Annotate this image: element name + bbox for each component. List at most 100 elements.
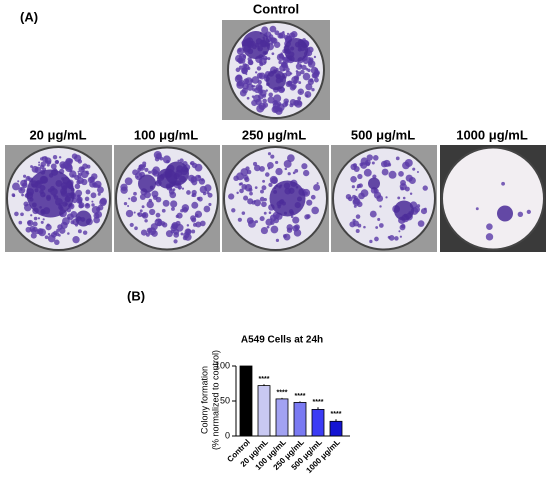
- colony: [191, 162, 198, 169]
- colony: [475, 207, 479, 211]
- colony: [302, 72, 311, 81]
- colony: [41, 156, 45, 159]
- colony: [296, 71, 302, 77]
- colony: [379, 205, 382, 208]
- colony: [398, 171, 404, 177]
- colony: [231, 208, 236, 213]
- colony: [120, 186, 128, 194]
- colony: [284, 167, 288, 171]
- colony: [402, 161, 410, 170]
- colony: [249, 191, 253, 196]
- colony: [208, 202, 212, 207]
- colony: [30, 228, 36, 234]
- colony: [363, 225, 366, 229]
- colony: [93, 216, 100, 224]
- colony: [133, 211, 136, 214]
- colony: [235, 54, 243, 63]
- colony: [134, 226, 138, 231]
- colony: [250, 79, 254, 83]
- colony: [91, 203, 95, 207]
- colony: [351, 185, 355, 189]
- colony: [124, 177, 133, 186]
- colony: [80, 166, 85, 171]
- colony: [160, 221, 166, 226]
- colony: [251, 76, 260, 84]
- colony: [182, 235, 188, 241]
- colony: [144, 191, 151, 199]
- colony: [273, 217, 280, 224]
- bar: [275, 398, 289, 437]
- colony: [17, 180, 20, 183]
- colony: [139, 209, 143, 213]
- colony: [75, 210, 92, 227]
- colony: [30, 232, 37, 239]
- colony: [284, 38, 308, 62]
- colony: [72, 236, 80, 244]
- colony: [260, 226, 269, 235]
- colony: [129, 222, 134, 228]
- colony: [246, 96, 250, 100]
- colony: [155, 219, 158, 222]
- bar: [311, 408, 325, 437]
- colony: [292, 225, 299, 232]
- colony: [149, 208, 156, 216]
- image-label: 100 μg/mL: [134, 127, 198, 142]
- colony: [368, 177, 380, 190]
- colony: [277, 32, 284, 39]
- colony: [190, 215, 196, 222]
- colony: [355, 229, 360, 233]
- colony: [161, 208, 166, 213]
- colony: [140, 229, 148, 236]
- image-label: 20 μg/mL: [29, 127, 86, 142]
- colony: [20, 188, 23, 191]
- colony: [37, 217, 41, 220]
- colony: [169, 191, 177, 199]
- annotation: ****: [295, 393, 306, 400]
- colony: [142, 161, 147, 166]
- colony: [176, 212, 183, 219]
- colony: [84, 196, 90, 202]
- colony: [313, 183, 321, 191]
- colony: [40, 220, 44, 224]
- colony: [290, 30, 298, 38]
- colony: [34, 229, 40, 235]
- colony: [265, 31, 272, 38]
- colony: [262, 98, 267, 104]
- colony: [12, 182, 20, 191]
- colony: [166, 159, 170, 164]
- colony: [261, 185, 267, 191]
- colony: [266, 70, 286, 90]
- colony: [247, 59, 254, 66]
- colony: [283, 98, 289, 104]
- colony: [424, 207, 427, 211]
- colony: [350, 175, 357, 183]
- colony: [306, 199, 313, 206]
- colony: [294, 99, 303, 108]
- colony: [26, 169, 75, 218]
- colony: [292, 216, 300, 224]
- colony: [275, 67, 279, 71]
- colony: [265, 172, 270, 177]
- colony: [77, 170, 80, 173]
- colony: [245, 72, 248, 76]
- colony: [141, 205, 145, 209]
- colony: [304, 91, 312, 98]
- colony: [262, 102, 269, 108]
- colony: [202, 191, 207, 196]
- colony: [243, 195, 249, 201]
- colony: [400, 179, 406, 186]
- colony: [70, 210, 78, 218]
- colony: [27, 219, 34, 227]
- colony: [82, 230, 88, 235]
- colony: [59, 227, 66, 234]
- colony: [191, 189, 197, 196]
- colony: [157, 168, 177, 189]
- colony: [91, 205, 100, 214]
- colony: [58, 234, 61, 237]
- colony: [352, 218, 356, 223]
- colony: [275, 238, 280, 242]
- colony: [387, 235, 391, 239]
- colony: [301, 163, 308, 170]
- colony: [207, 192, 213, 198]
- colony: [286, 35, 292, 41]
